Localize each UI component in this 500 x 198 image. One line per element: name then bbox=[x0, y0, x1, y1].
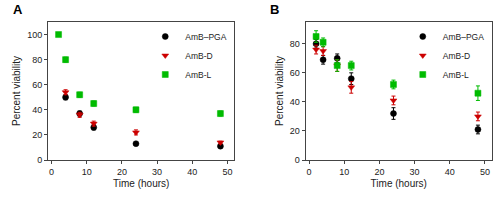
svg-text:40: 40 bbox=[445, 167, 455, 177]
svg-text:80: 80 bbox=[32, 55, 42, 65]
svg-text:40: 40 bbox=[290, 97, 300, 107]
svg-text:0: 0 bbox=[295, 155, 300, 165]
svg-text:Percent viability: Percent viability bbox=[274, 56, 285, 126]
svg-text:AmB-L: AmB-L bbox=[185, 70, 211, 80]
svg-text:0: 0 bbox=[307, 167, 312, 177]
svg-text:Time (hours): Time (hours) bbox=[371, 178, 427, 189]
svg-text:10: 10 bbox=[82, 167, 92, 177]
svg-text:30: 30 bbox=[152, 167, 162, 177]
svg-text:AmB-D: AmB-D bbox=[185, 51, 212, 61]
svg-text:20: 20 bbox=[117, 167, 127, 177]
svg-text:Time (hours): Time (hours) bbox=[113, 178, 169, 189]
svg-text:20: 20 bbox=[290, 126, 300, 136]
svg-text:0: 0 bbox=[49, 167, 54, 177]
svg-text:20: 20 bbox=[374, 167, 384, 177]
svg-text:60: 60 bbox=[290, 68, 300, 78]
svg-text:Percent viability: Percent viability bbox=[11, 56, 22, 126]
svg-text:20: 20 bbox=[32, 130, 42, 140]
svg-text:80: 80 bbox=[290, 39, 300, 49]
svg-text:40: 40 bbox=[32, 105, 42, 115]
svg-text:50: 50 bbox=[222, 167, 232, 177]
svg-text:50: 50 bbox=[480, 167, 490, 177]
svg-text:30: 30 bbox=[410, 167, 420, 177]
svg-text:0: 0 bbox=[37, 155, 42, 165]
svg-text:AmB–PGA: AmB–PGA bbox=[443, 32, 484, 42]
svg-text:10: 10 bbox=[339, 167, 349, 177]
svg-text:AmB–PGA: AmB–PGA bbox=[185, 32, 226, 42]
svg-text:B: B bbox=[270, 2, 279, 17]
svg-text:AmB-L: AmB-L bbox=[443, 70, 469, 80]
svg-text:100: 100 bbox=[27, 30, 42, 40]
svg-text:40: 40 bbox=[187, 167, 197, 177]
svg-text:A: A bbox=[13, 2, 23, 17]
svg-text:60: 60 bbox=[32, 80, 42, 90]
svg-text:AmB-D: AmB-D bbox=[443, 51, 470, 61]
